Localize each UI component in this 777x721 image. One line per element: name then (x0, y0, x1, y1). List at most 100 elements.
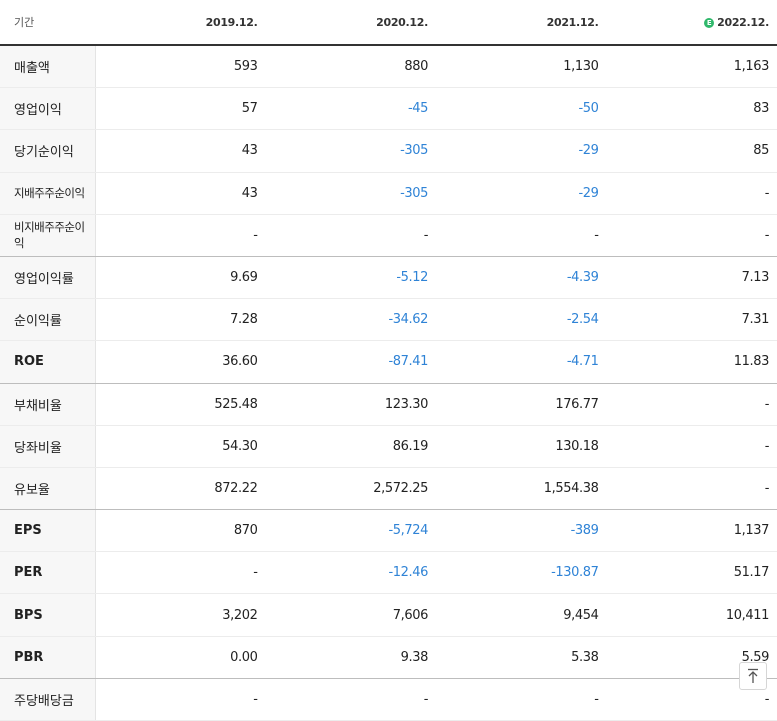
table-cell: -305 (266, 172, 437, 214)
table-cell: 7.13 (607, 256, 777, 298)
table-cell: 9,454 (436, 594, 607, 636)
table-cell: 11.83 (607, 341, 777, 383)
scroll-to-top-button[interactable] (739, 662, 767, 690)
table-cell: 593 (95, 45, 266, 88)
table-cell: 130.18 (436, 425, 607, 467)
table-cell: 525.48 (95, 383, 266, 425)
table-row: 주당배당금---- (0, 678, 777, 720)
table-cell: -12.46 (266, 552, 437, 594)
table-cell: -2.54 (436, 299, 607, 341)
row-label: 당기순이익 (0, 130, 95, 172)
period-text: 2021.12. (547, 16, 599, 29)
table-cell: 123.30 (266, 383, 437, 425)
table-cell: 7,606 (266, 594, 437, 636)
table-cell: 57 (95, 88, 266, 130)
row-label: 주당배당금 (0, 678, 95, 720)
row-label: ROE (0, 341, 95, 383)
period-label: 기간 (0, 0, 95, 45)
row-label: PBR (0, 636, 95, 678)
table-cell: 872.22 (95, 467, 266, 509)
table-cell: 83 (607, 88, 777, 130)
row-label: 영업이익률 (0, 256, 95, 298)
table-cell: 85 (607, 130, 777, 172)
period-header: 2020.12. (266, 0, 437, 45)
arrow-up-to-top-icon (746, 668, 760, 684)
period-text: 2020.12. (376, 16, 428, 29)
table-cell: -34.62 (266, 299, 437, 341)
table-cell: 5.38 (436, 636, 607, 678)
table-cell: 43 (95, 130, 266, 172)
table-cell: -389 (436, 510, 607, 552)
period-text: 2022.12. (717, 16, 769, 29)
table-cell: - (95, 678, 266, 720)
table-cell: 0.00 (95, 636, 266, 678)
table-cell: 86.19 (266, 425, 437, 467)
table-cell: 7.28 (95, 299, 266, 341)
table-cell: 1,130 (436, 45, 607, 88)
table-cell: 880 (266, 45, 437, 88)
period-header: 2019.12. (95, 0, 266, 45)
row-label: 영업이익 (0, 88, 95, 130)
table-cell: 10,411 (607, 594, 777, 636)
table-cell: -4.71 (436, 341, 607, 383)
row-label: 유보율 (0, 467, 95, 509)
table-cell: -29 (436, 172, 607, 214)
row-label: EPS (0, 510, 95, 552)
table-cell: 870 (95, 510, 266, 552)
table-cell: - (607, 172, 777, 214)
table-cell: -29 (436, 130, 607, 172)
table-cell: - (607, 383, 777, 425)
table-cell: 43 (95, 172, 266, 214)
table-cell: -50 (436, 88, 607, 130)
table-cell: - (607, 214, 777, 256)
row-label: 당좌비율 (0, 425, 95, 467)
table-cell: -5.12 (266, 256, 437, 298)
table-cell: -305 (266, 130, 437, 172)
period-header: 2021.12. (436, 0, 607, 45)
table-cell: 7.31 (607, 299, 777, 341)
table-cell: - (436, 678, 607, 720)
row-label: PER (0, 552, 95, 594)
table-row: 비지배주주순이익---- (0, 214, 777, 256)
table-cell: - (607, 425, 777, 467)
table-cell: 1,554.38 (436, 467, 607, 509)
table-cell: - (266, 678, 437, 720)
table-cell: 1,163 (607, 45, 777, 88)
table-cell: - (607, 467, 777, 509)
row-label: 순이익률 (0, 299, 95, 341)
row-label: 부채비율 (0, 383, 95, 425)
table-cell: - (436, 214, 607, 256)
row-label: 매출액 (0, 45, 95, 88)
table-cell: 1,137 (607, 510, 777, 552)
table-cell: 2,572.25 (266, 467, 437, 509)
table-cell: - (95, 552, 266, 594)
table-cell: 36.60 (95, 341, 266, 383)
row-label: 비지배주주순이익 (0, 214, 95, 256)
table-cell: - (95, 214, 266, 256)
table-cell: 9.69 (95, 256, 266, 298)
table-cell: 176.77 (436, 383, 607, 425)
row-label: 지배주주순이익 (0, 172, 95, 214)
table-cell: -87.41 (266, 341, 437, 383)
period-text: 2019.12. (206, 16, 258, 29)
estimate-badge-icon: E (704, 18, 714, 28)
table-cell: 3,202 (95, 594, 266, 636)
row-label: BPS (0, 594, 95, 636)
